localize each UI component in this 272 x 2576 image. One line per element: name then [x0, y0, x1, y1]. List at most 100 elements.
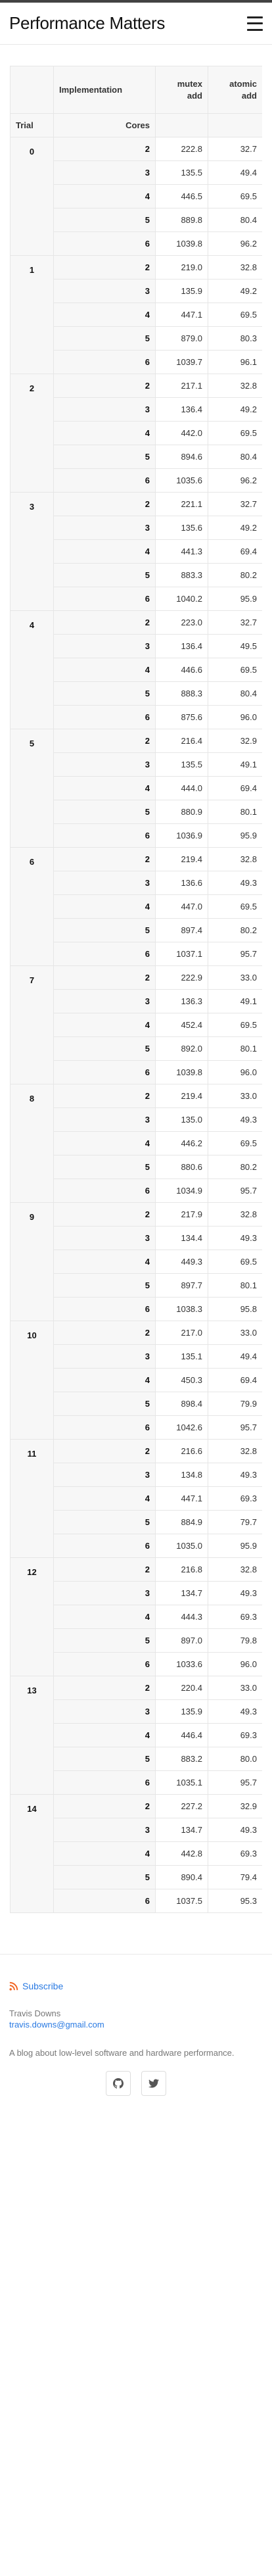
cores-value: 4	[53, 1486, 156, 1511]
table-row: 4 442.8 69.3	[11, 1841, 262, 1866]
cores-value: 5	[53, 1273, 156, 1298]
table-row: 13 2 220.4 33.0	[10, 1676, 262, 1795]
cores-value: 4	[53, 539, 156, 564]
atomic-add-value: 79.7	[208, 1510, 262, 1534]
table-row: 4 442.0 69.5	[11, 421, 262, 445]
mutex-add-value: 1039.7	[155, 350, 208, 374]
mutex-add-value: 1034.9	[155, 1179, 208, 1203]
atomic-add-value: 49.3	[208, 1818, 262, 1842]
mutex-add-value: 135.0	[155, 1107, 208, 1132]
mutex-add-value: 450.3	[155, 1368, 208, 1392]
cores-value: 3	[53, 279, 156, 303]
cores-value: 4	[53, 776, 156, 800]
cores-value: 5	[53, 1510, 156, 1534]
atomic-add-value: 80.4	[208, 681, 262, 706]
mutex-add-value: 444.0	[155, 776, 208, 800]
atomic-add-value: 49.4	[208, 160, 262, 185]
atomic-add-value: 69.5	[208, 894, 262, 919]
cores-value: 4	[53, 1250, 156, 1274]
cores-value: 3	[53, 1344, 156, 1369]
table-row: 14 2 227.2 32.9	[10, 1794, 262, 1913]
mutex-add-value: 442.8	[155, 1841, 208, 1866]
table-row: 5 2 216.4 32.9	[10, 729, 262, 848]
author-email-link[interactable]: travis.downs@gmail.com	[9, 2020, 104, 2029]
atomic-add-value: 79.4	[208, 1865, 262, 1889]
header-cores: Cores	[53, 113, 156, 137]
mutex-add-value: 222.9	[155, 965, 208, 990]
cores-value: 3	[53, 871, 156, 895]
atomic-add-value: 80.1	[208, 800, 262, 824]
mutex-add-value: 135.5	[155, 160, 208, 185]
table-row: 3 135.9 49.3	[11, 1699, 262, 1724]
table-row: 4 444.3 69.3	[11, 1605, 262, 1629]
atomic-add-value: 32.7	[208, 610, 262, 635]
atomic-add-value: 69.4	[208, 776, 262, 800]
mutex-add-value: 227.2	[155, 1794, 208, 1818]
header-implementation: Implementation	[53, 66, 156, 114]
mutex-add-value: 883.2	[155, 1747, 208, 1771]
cores-value: 5	[53, 1628, 156, 1653]
mutex-add-value: 446.4	[155, 1723, 208, 1747]
cores-value: 6	[53, 468, 156, 493]
atomic-add-value: 49.2	[208, 397, 262, 422]
atomic-add-value: 96.0	[208, 1652, 262, 1676]
mutex-add-value: 888.3	[155, 681, 208, 706]
social-links	[9, 2071, 263, 2096]
subscribe-link[interactable]: Subscribe	[9, 1981, 263, 1991]
atomic-add-value: 32.8	[208, 1202, 262, 1227]
atomic-add-value: 96.0	[208, 1060, 262, 1084]
mutex-add-value: 447.1	[155, 1486, 208, 1511]
atomic-add-value: 32.8	[208, 847, 262, 871]
header-trial: Trial	[10, 113, 54, 137]
mutex-add-value: 135.1	[155, 1344, 208, 1369]
mutex-add-value: 1037.5	[155, 1889, 208, 1913]
twitter-button[interactable]	[141, 2071, 166, 2096]
cores-value: 6	[53, 1770, 156, 1795]
table-row: 4 446.5 69.5	[11, 184, 262, 208]
atomic-add-value: 80.2	[208, 918, 262, 942]
atomic-add-value: 49.2	[208, 516, 262, 540]
atomic-add-value: 96.1	[208, 350, 262, 374]
table-row: 5 897.7 80.1	[11, 1273, 262, 1298]
cores-value: 2	[53, 255, 156, 279]
atomic-add-value: 49.3	[208, 871, 262, 895]
mutex-add-value: 883.3	[155, 563, 208, 587]
atomic-add-value: 69.5	[208, 1013, 262, 1037]
table-row: 6 1040.2 95.9	[11, 587, 262, 611]
cores-value: 5	[53, 208, 156, 232]
mutex-add-value: 446.5	[155, 184, 208, 208]
atomic-add-value: 80.4	[208, 208, 262, 232]
atomic-add-value: 49.3	[208, 1107, 262, 1132]
cores-value: 3	[53, 1581, 156, 1605]
table-row: 5 894.6 80.4	[11, 445, 262, 469]
atomic-add-value: 69.4	[208, 539, 262, 564]
rss-icon	[9, 1981, 18, 1991]
table-row: 5 892.0 80.1	[11, 1036, 262, 1061]
mutex-add-value: 447.0	[155, 894, 208, 919]
cores-value: 2	[53, 492, 156, 516]
table-row: 6 875.6 96.0	[11, 705, 262, 729]
atomic-add-value: 32.9	[208, 1794, 262, 1818]
github-button[interactable]	[106, 2071, 131, 2096]
mutex-add-value: 221.1	[155, 492, 208, 516]
cores-value: 2	[53, 1202, 156, 1227]
mutex-add-value: 449.3	[155, 1250, 208, 1274]
atomic-add-value: 49.1	[208, 989, 262, 1013]
atomic-add-value: 69.5	[208, 184, 262, 208]
atomic-add-value: 49.3	[208, 1463, 262, 1487]
mutex-add-value: 446.2	[155, 1131, 208, 1155]
menu-icon[interactable]	[247, 16, 263, 31]
mutex-add-value: 892.0	[155, 1036, 208, 1061]
header-blank-3	[208, 113, 262, 137]
cores-value: 4	[53, 1841, 156, 1866]
cores-value: 3	[53, 1818, 156, 1842]
atomic-add-value: 79.8	[208, 1628, 262, 1653]
mutex-add-value: 1037.1	[155, 942, 208, 966]
mutex-add-value: 136.3	[155, 989, 208, 1013]
mutex-add-value: 452.4	[155, 1013, 208, 1037]
atomic-add-value: 95.9	[208, 1534, 262, 1558]
atomic-add-value: 69.4	[208, 1368, 262, 1392]
github-icon	[113, 2078, 124, 2089]
atomic-add-value: 79.9	[208, 1392, 262, 1416]
site-title[interactable]: Performance Matters	[9, 13, 166, 33]
